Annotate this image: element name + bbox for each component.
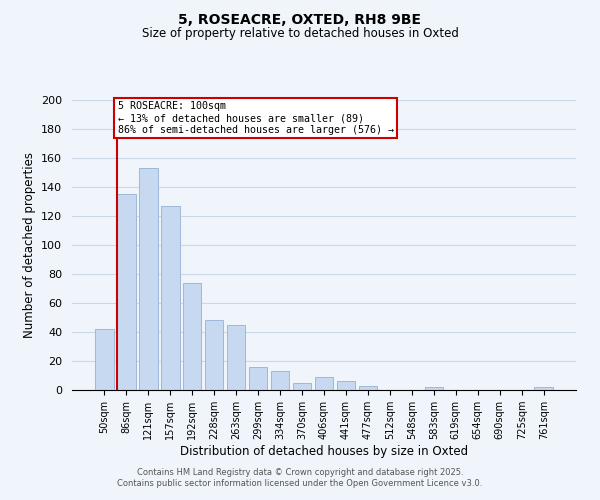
Bar [314, 377, 334, 390]
Y-axis label: Number of detached properties: Number of detached properties [23, 152, 35, 338]
Bar [227, 325, 245, 390]
Bar [161, 206, 179, 390]
Bar [425, 387, 443, 390]
Text: Size of property relative to detached houses in Oxted: Size of property relative to detached ho… [142, 28, 458, 40]
Bar [205, 320, 223, 390]
X-axis label: Distribution of detached houses by size in Oxted: Distribution of detached houses by size … [180, 445, 468, 458]
Bar [293, 383, 311, 390]
Bar [249, 367, 268, 390]
Bar [535, 387, 553, 390]
Bar [183, 282, 202, 390]
Bar [95, 329, 113, 390]
Text: 5 ROSEACRE: 100sqm
← 13% of detached houses are smaller (89)
86% of semi-detache: 5 ROSEACRE: 100sqm ← 13% of detached hou… [118, 102, 394, 134]
Text: 5, ROSEACRE, OXTED, RH8 9BE: 5, ROSEACRE, OXTED, RH8 9BE [179, 12, 421, 26]
Text: Contains HM Land Registry data © Crown copyright and database right 2025.
Contai: Contains HM Land Registry data © Crown c… [118, 468, 482, 487]
Bar [117, 194, 136, 390]
Bar [271, 371, 289, 390]
Bar [337, 382, 355, 390]
Bar [139, 168, 158, 390]
Bar [359, 386, 377, 390]
